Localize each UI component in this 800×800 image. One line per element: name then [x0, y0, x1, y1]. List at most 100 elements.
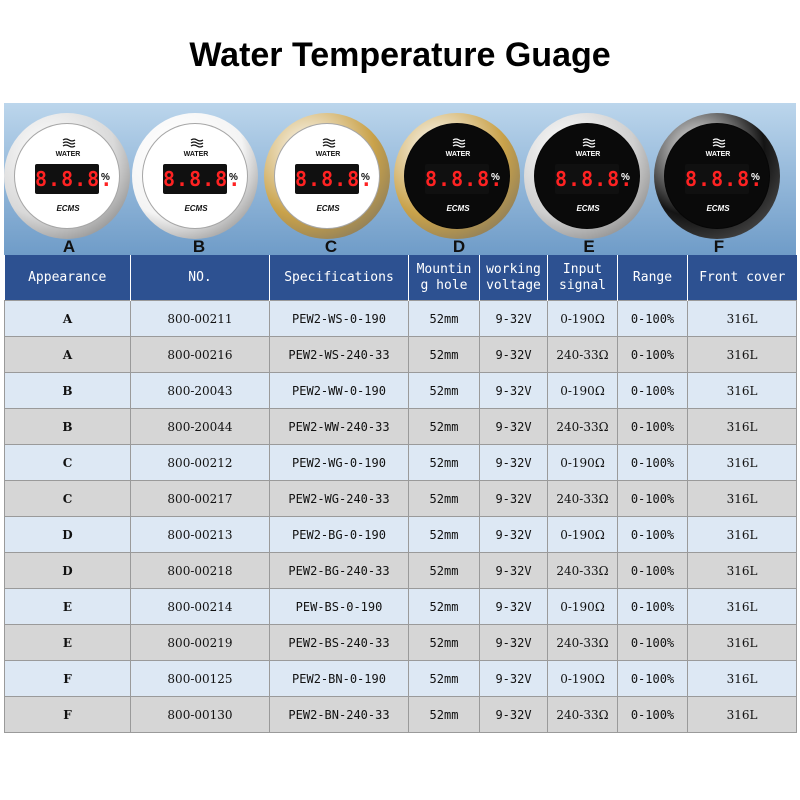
table-cell: 9-32V — [479, 300, 548, 337]
table-cell: 800-00130 — [130, 696, 270, 733]
brand-logo: ECMS — [316, 204, 340, 213]
table-cell: PEW2-WS-0-190 — [269, 300, 409, 337]
gauge-c: WATER 8.8.8.% ECMS — [264, 113, 390, 239]
table-cell: 9-32V — [479, 336, 548, 373]
percent-sign: % — [361, 172, 370, 183]
table-cell: PEW2-BS-240-33 — [269, 624, 409, 661]
table-cell: 52mm — [408, 480, 480, 517]
table-cell: 316L — [687, 552, 797, 589]
table-cell: 0-190Ω — [547, 444, 618, 481]
brand-logo: ECMS — [576, 204, 600, 213]
table-row: B 800-20043 PEW2-WW-0-190 52mm 9-32V 0-190Ω 0-… — [4, 372, 797, 409]
gauge-photo-strip: WATER 8.8.8.% ECMS A WATER 8.8.8.% ECMS B WATER 8… — [4, 103, 796, 255]
table-cell: 52mm — [408, 300, 480, 337]
table-cell: PEW2-BG-0-190 — [269, 516, 409, 553]
table-cell: 800-20044 — [130, 408, 270, 445]
table-cell: 0-100% — [617, 516, 688, 553]
gauge-face: WATER 8.8.8.% ECMS — [534, 123, 640, 229]
table-row: C 800-00212 PEW2-WG-0-190 52mm 9-32V 0-190Ω 0-… — [4, 444, 797, 481]
table-cell: 9-32V — [479, 624, 548, 661]
table-row: D 800-00218 PEW2-BG-240-33 52mm 9-32V 240-33Ω… — [4, 552, 797, 589]
table-cell: 52mm — [408, 552, 480, 589]
table-cell: PEW2-WG-240-33 — [269, 480, 409, 517]
table-cell: D — [4, 516, 131, 553]
percent-sign: % — [491, 172, 500, 183]
table-row: D 800-00213 PEW2-BG-0-190 52mm 9-32V 0-190Ω 0-… — [4, 516, 797, 553]
gauge-face: WATER 8.8.8.% ECMS — [14, 123, 120, 229]
table-cell: 9-32V — [479, 516, 548, 553]
gauge-a: WATER 8.8.8.% ECMS — [4, 113, 130, 239]
table-cell: 0-100% — [617, 696, 688, 733]
table-row: A 800-00216 PEW2-WS-240-33 52mm 9-32V 240-33Ω… — [4, 336, 797, 373]
table-cell: 800-20043 — [130, 372, 270, 409]
table-cell: E — [4, 624, 131, 661]
table-cell: 800-00219 — [130, 624, 270, 661]
gauge-face: WATER 8.8.8.% ECMS — [404, 123, 510, 229]
table-cell: 0-100% — [617, 552, 688, 589]
water-wave-icon — [712, 138, 726, 148]
gauge-face-label: WATER — [445, 151, 471, 158]
table-cell: 52mm — [408, 588, 480, 625]
table-cell: 800-00211 — [130, 300, 270, 337]
table-cell: A — [4, 300, 131, 337]
gauge-letter-d: D — [452, 237, 466, 255]
table-cell: B — [4, 372, 131, 409]
led-display: 8.8.8. — [295, 164, 372, 194]
table-cell: 0-100% — [617, 300, 688, 337]
table-cell: 240-33Ω — [547, 336, 618, 373]
table-cell: 800-00125 — [130, 660, 270, 697]
water-wave-icon — [62, 138, 76, 148]
table-cell: 240-33Ω — [547, 624, 618, 661]
table-cell: A — [4, 336, 131, 373]
column-header: working voltage — [479, 255, 548, 301]
table-cell: B — [4, 408, 131, 445]
table-cell: 0-100% — [617, 660, 688, 697]
table-row: E 800-00214 PEW-BS-0-190 52mm 9-32V 0-190Ω 0-1… — [4, 588, 797, 625]
table-cell: 316L — [687, 444, 797, 481]
column-header: Appearance — [4, 255, 131, 301]
brand-logo: ECMS — [184, 204, 208, 213]
percent-sign: % — [229, 172, 238, 183]
water-wave-icon — [452, 138, 466, 148]
table-cell: 800-00216 — [130, 336, 270, 373]
table-cell: 800-00214 — [130, 588, 270, 625]
led-display: 8.8.8. — [685, 164, 762, 194]
table-cell: 0-100% — [617, 408, 688, 445]
led-display: 8.8.8. — [35, 164, 112, 194]
gauge-face-label: WATER — [575, 151, 601, 158]
table-cell: 316L — [687, 372, 797, 409]
table-cell: 316L — [687, 696, 797, 733]
table-row: F 800-00125 PEW2-BN-0-190 52mm 9-32V 0-190Ω 0-… — [4, 660, 797, 697]
table-cell: 52mm — [408, 408, 480, 445]
water-wave-icon — [190, 138, 204, 148]
table-cell: 52mm — [408, 696, 480, 733]
column-header: Front cover — [687, 255, 797, 301]
table-cell: 52mm — [408, 372, 480, 409]
table-cell: 0-190Ω — [547, 300, 618, 337]
brand-logo: ECMS — [446, 204, 470, 213]
table-cell: C — [4, 480, 131, 517]
gauge-face: WATER 8.8.8.% ECMS — [664, 123, 770, 229]
percent-sign: % — [101, 172, 110, 183]
table-cell: 316L — [687, 588, 797, 625]
table-header-row: Appearance NO. Specifications Mountin g hol… — [4, 255, 797, 301]
table-row: E 800-00219 PEW2-BS-240-33 52mm 9-32V 240-33Ω… — [4, 624, 797, 661]
table-cell: PEW-BS-0-190 — [269, 588, 409, 625]
table-cell: PEW2-WS-240-33 — [269, 336, 409, 373]
spec-table: Appearance NO. Specifications Mountin g hol… — [4, 255, 797, 733]
table-cell: 9-32V — [479, 372, 548, 409]
table-row: C 800-00217 PEW2-WG-240-33 52mm 9-32V 240-33Ω… — [4, 480, 797, 517]
table-cell: 240-33Ω — [547, 408, 618, 445]
table-cell: 240-33Ω — [547, 552, 618, 589]
table-cell: 9-32V — [479, 660, 548, 697]
table-row: A 800-00211 PEW2-WS-0-190 52mm 9-32V 0-190Ω 0-… — [4, 300, 797, 337]
gauge-letter-f: F — [713, 237, 725, 255]
table-cell: 52mm — [408, 444, 480, 481]
gauge-face-label: WATER — [705, 151, 731, 158]
table-cell: F — [4, 696, 131, 733]
table-cell: PEW2-BN-240-33 — [269, 696, 409, 733]
table-cell: 52mm — [408, 516, 480, 553]
table-cell: 240-33Ω — [547, 696, 618, 733]
gauge-d: WATER 8.8.8.% ECMS — [394, 113, 520, 239]
table-row: F 800-00130 PEW2-BN-240-33 52mm 9-32V 240-33Ω… — [4, 696, 797, 733]
